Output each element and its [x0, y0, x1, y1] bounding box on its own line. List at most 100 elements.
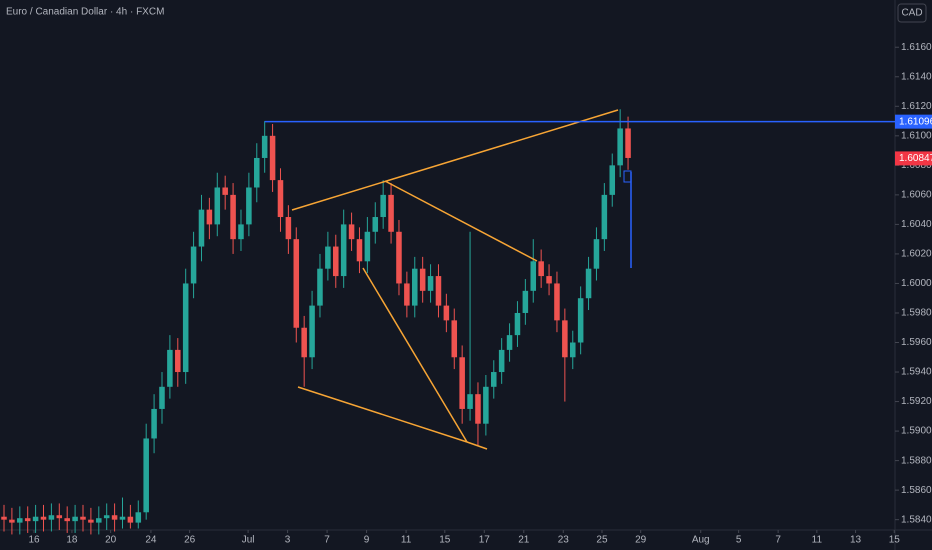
candle-body	[625, 128, 631, 158]
candle-body	[569, 342, 576, 358]
candle-body	[309, 305, 315, 358]
candle-body	[32, 516, 39, 522]
chart-title: Euro / Canadian Dollar · 4h · FXCM	[6, 7, 164, 18]
candle-body	[372, 217, 379, 232]
level-price-tag	[895, 114, 932, 129]
candle-body	[182, 283, 189, 373]
candle-body	[317, 268, 323, 306]
candle-body	[538, 261, 544, 277]
candle-body	[230, 194, 236, 240]
candle-body	[64, 518, 70, 522]
candle-body	[143, 438, 149, 513]
y-tick-label: 1.60400	[901, 219, 932, 230]
candle-body	[254, 157, 260, 188]
trend-line	[362, 267, 468, 443]
x-tick-label: 5	[736, 535, 742, 546]
candle-body	[356, 239, 363, 262]
candle-body	[1, 516, 7, 520]
x-tick-label: 7	[324, 535, 330, 546]
y-tick-label: 1.60200	[901, 249, 932, 260]
y-tick-label: 1.61600	[901, 42, 932, 53]
candle-body	[427, 276, 434, 291]
candle-body	[522, 290, 529, 313]
x-tick-label: 23	[558, 535, 570, 546]
candle-body	[48, 515, 55, 520]
pattern-drawings	[291, 109, 619, 450]
candle-body	[269, 135, 276, 181]
y-tick-label: 1.59600	[901, 337, 932, 348]
y-tick-label: 1.59800	[901, 308, 932, 319]
candle-body	[340, 224, 347, 277]
x-tick-label: 21	[518, 535, 530, 546]
candle-body	[617, 128, 623, 166]
candle-body	[364, 231, 371, 262]
candle-body	[111, 515, 118, 520]
trend-line	[466, 441, 488, 450]
candle-body	[88, 519, 94, 523]
candle-body	[301, 327, 307, 358]
x-tick-label: 15	[439, 535, 451, 546]
y-tick-label: 1.59200	[901, 396, 932, 407]
x-tick-label: 29	[635, 535, 647, 546]
candle-body	[601, 194, 608, 240]
candle-body	[56, 515, 63, 519]
candle-body	[577, 298, 584, 343]
candle-body	[159, 386, 165, 409]
x-tick-label: Aug	[692, 535, 710, 546]
y-tick-label: 1.60000	[901, 278, 932, 289]
candle-body	[554, 283, 560, 321]
x-tick-label: 13	[850, 535, 862, 546]
candle-body	[443, 305, 450, 321]
candle-body	[277, 180, 284, 218]
level-price-label: 1.61096	[899, 116, 932, 127]
y-tick-label: 1.58400	[901, 514, 932, 525]
candle-body	[585, 268, 592, 299]
x-tick-label: 17	[479, 535, 491, 546]
candle-body	[246, 187, 252, 225]
candle-body	[238, 224, 244, 240]
x-tick-label: 18	[66, 535, 78, 546]
candle-body	[562, 320, 568, 358]
candle-body	[127, 516, 134, 523]
candle-body	[506, 335, 513, 350]
candle-body	[467, 394, 473, 409]
candle-body	[451, 320, 458, 358]
trend-line	[291, 109, 619, 211]
trend-line	[297, 386, 468, 443]
candle-body	[348, 224, 355, 240]
candle-body	[412, 268, 418, 306]
last-price-label: 1.60847	[899, 153, 932, 164]
x-tick-label: 15	[889, 535, 901, 546]
y-tick-label: 1.61200	[901, 101, 932, 112]
candle-body	[490, 372, 497, 387]
x-tick-label: 24	[145, 535, 157, 546]
candle-body	[190, 246, 197, 284]
candle-body	[222, 187, 228, 195]
candle-body	[135, 512, 142, 523]
candle-body	[214, 187, 221, 225]
candle-body	[380, 194, 386, 218]
candle-body	[530, 261, 537, 291]
candle-body	[388, 194, 394, 232]
currency-label[interactable]: CAD	[901, 8, 922, 19]
last-price-tag	[895, 151, 932, 166]
currency-button[interactable]	[897, 3, 927, 23]
candle-body	[404, 283, 410, 306]
candle-body	[396, 231, 402, 284]
x-tick-label: 9	[364, 535, 370, 546]
candle-body	[167, 349, 173, 387]
candle-body	[72, 516, 78, 522]
x-tick-label: 20	[105, 535, 117, 546]
y-tick-label: 1.61400	[901, 71, 932, 82]
candle-body	[24, 518, 31, 522]
x-tick-label: 3	[285, 535, 291, 546]
candle-body	[435, 276, 442, 306]
y-tick-label: 1.58800	[901, 455, 932, 466]
candle-body	[419, 268, 426, 291]
candle-body	[103, 515, 110, 519]
projection-box	[623, 170, 632, 183]
x-tick-label: 11	[401, 535, 412, 546]
candle-body	[546, 276, 552, 284]
y-tick-label: 1.60600	[901, 190, 932, 201]
